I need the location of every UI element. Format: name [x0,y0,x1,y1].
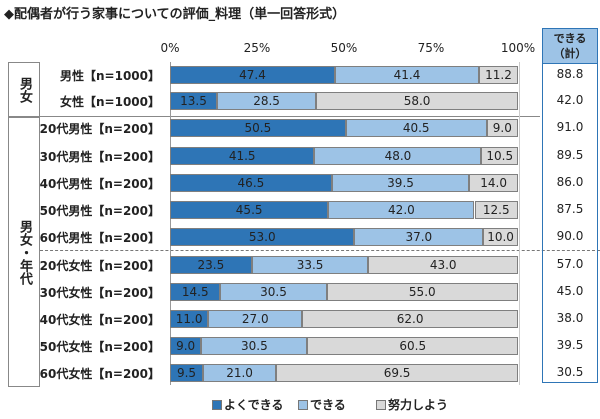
bar-segment: 9.0 [486,119,518,137]
category-label: 30代男性【n=200】 [39,150,160,164]
legend-label: よくできる [224,398,284,412]
total-value: 87.5 [556,202,584,216]
bar-segment: 47.4 [170,66,335,84]
total-value: 91.0 [556,120,584,134]
total-value: 88.8 [556,67,584,81]
category-label: 50代女性【n=200】 [39,340,160,354]
bar-segment: 39.5 [331,174,470,192]
bar-segment: 11.0 [170,310,209,328]
bar-segment: 60.5 [307,337,518,355]
group-label-gender: 男女 [8,62,40,117]
bar-segment: 9.5 [170,364,204,382]
category-label: 60代女性【n=200】 [39,367,160,381]
bar-segment: 41.5 [170,147,315,165]
bar-segment: 30.5 [220,283,327,301]
divider [40,116,540,117]
bar-segment: 69.5 [276,364,518,382]
bar-segment: 14.5 [170,283,221,301]
x-tick-label: 25% [243,41,271,55]
category-label: 40代男性【n=200】 [39,177,160,191]
x-tick-label: 75% [417,41,445,55]
bar-segment: 27.0 [208,310,303,328]
totals-header: できる（計） [542,28,598,64]
bar-segment: 12.5 [474,201,518,219]
total-value: 38.0 [556,311,584,325]
legend-swatch [298,399,308,410]
legend-item: 努力しよう [376,396,448,413]
total-value: 30.5 [556,365,584,379]
bar-segment: 46.5 [170,174,332,192]
category-label: 30代女性【n=200】 [39,286,160,300]
bar-segment: 53.0 [170,228,355,246]
bar-segment: 10.0 [483,228,518,246]
bar-segment: 10.5 [481,147,518,165]
legend-item: よくできる [212,396,283,413]
category-label: 20代女性【n=200】 [39,259,160,273]
bar-segment: 21.0 [203,364,277,382]
bar-segment: 58.0 [316,92,518,110]
total-value: 45.0 [556,284,584,298]
category-label: 20代男性【n=200】 [39,122,160,136]
bar-segment: 37.0 [354,228,484,246]
legend-swatch [376,399,386,410]
bar-segment: 28.5 [216,92,317,110]
bar-segment: 30.5 [201,337,308,355]
bar-segment: 48.0 [314,147,482,165]
legend-label: できる [310,398,346,412]
total-value: 90.0 [556,229,584,243]
bar-segment: 41.4 [334,66,479,84]
bar-segment: 11.2 [479,66,518,84]
x-tick-label: 0% [160,41,180,55]
bar-segment: 13.5 [170,92,217,110]
bar-segment: 55.0 [326,283,518,301]
category-label: 男性【n=1000】 [60,69,160,83]
group-label-gender-age: 男女・年代 [8,117,40,387]
x-tick-label: 100% [500,41,536,55]
category-label: 60代男性【n=200】 [39,231,160,245]
bar-segment: 33.5 [251,256,369,274]
total-value: 86.0 [556,175,584,189]
legend-item: できる [298,396,346,413]
bar-segment: 14.0 [469,174,518,192]
bar-segment: 23.5 [170,256,252,274]
bar-segment: 50.5 [170,119,346,137]
total-value: 42.0 [556,93,584,107]
bar-segment: 43.0 [368,256,518,274]
bar-segment: 42.0 [328,201,475,219]
total-value: 89.5 [556,148,584,162]
category-label: 40代女性【n=200】 [39,313,160,327]
plot-area [170,62,520,385]
bar-segment: 9.0 [170,337,202,355]
legend-swatch [212,399,222,410]
bar-segment: 62.0 [302,310,518,328]
legend-label: 努力しよう [388,398,449,412]
total-value: 57.0 [556,257,584,271]
chart-title: ◆配偶者が行う家事についての評価_料理（単一回答形式） [4,7,346,22]
category-label: 50代男性【n=200】 [39,204,160,218]
total-value: 39.5 [556,338,584,352]
dashed-divider [40,250,600,251]
category-label: 女性【n=1000】 [60,95,160,109]
bar-segment: 40.5 [345,119,487,137]
bar-segment: 45.5 [170,201,329,219]
x-tick-label: 50% [330,41,358,55]
